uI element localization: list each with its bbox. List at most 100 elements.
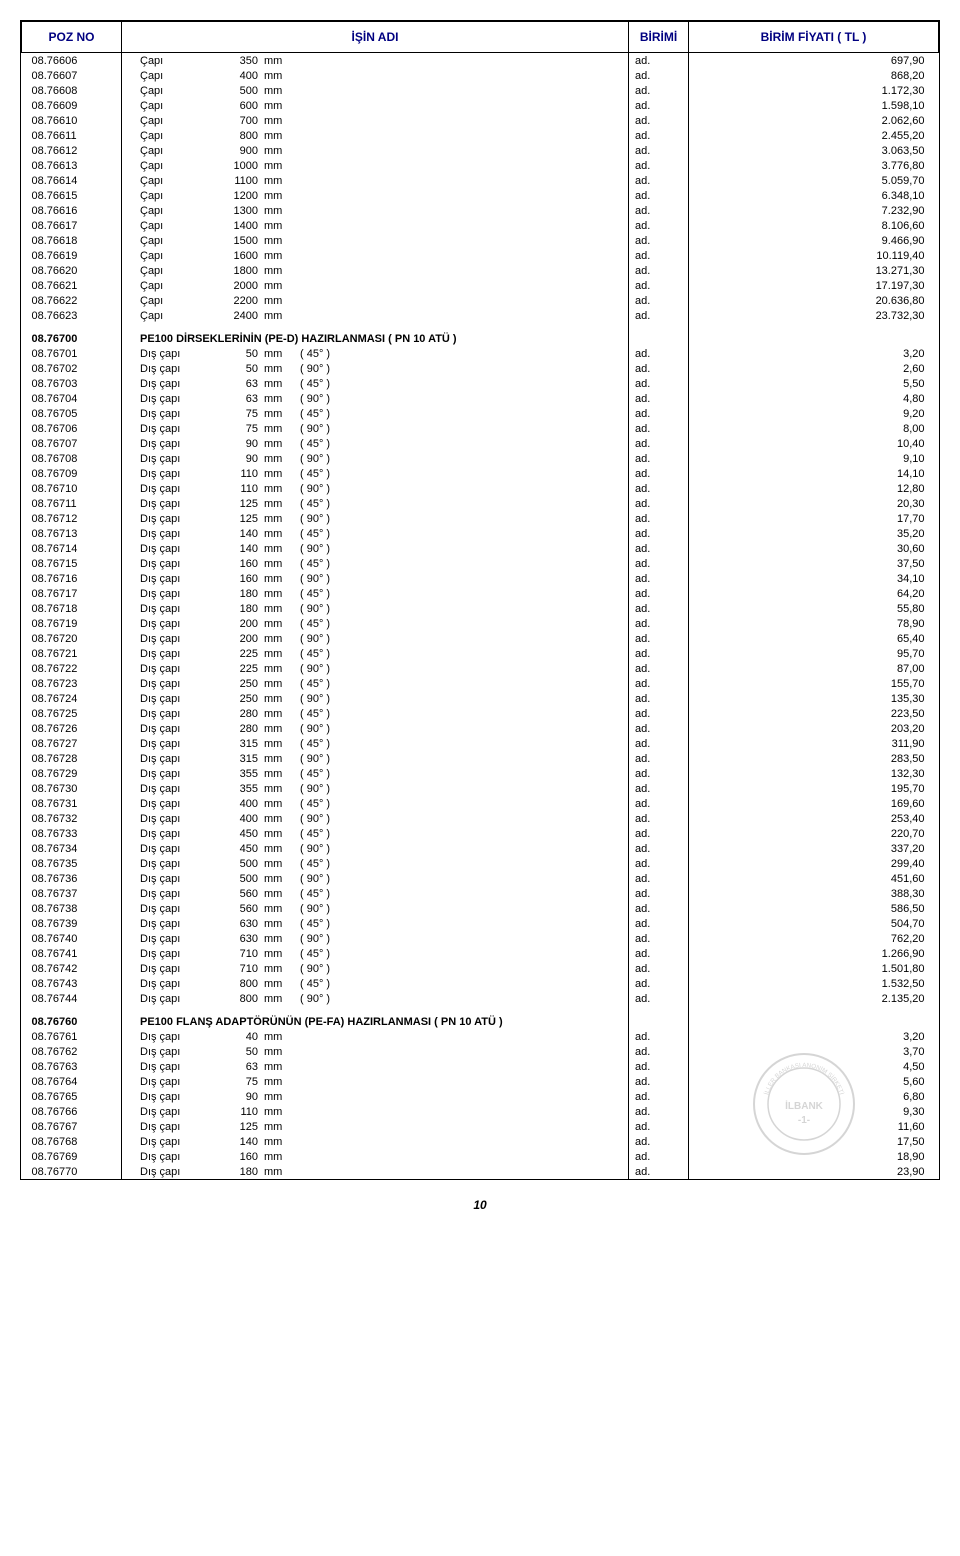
price-table: POZ NO İŞİN ADI BİRİMİ BİRİM FİYATI ( TL… — [21, 21, 939, 1179]
cell-isin: Dış çapı250mm( 90° ) — [122, 691, 629, 706]
table-row: 08.76711Dış çapı125mm( 45° )ad.20,30 — [22, 496, 939, 511]
cell-poz: 08.76703 — [22, 376, 122, 391]
cell-fiyat: 23,90 — [689, 1164, 939, 1179]
cell-birim: ad. — [629, 1119, 689, 1134]
cell-fiyat: 2.455,20 — [689, 128, 939, 143]
cell-fiyat: 135,30 — [689, 691, 939, 706]
table-row: 08.76718Dış çapı180mm( 90° )ad.55,80 — [22, 601, 939, 616]
cell-isin: Dış çapı225mm( 45° ) — [122, 646, 629, 661]
cell-birim: ad. — [629, 856, 689, 871]
section-header-title: PE100 FLANŞ ADAPTÖRÜNÜN (PE-FA) HAZIRLAN… — [122, 1014, 629, 1029]
cell-poz: 08.76765 — [22, 1089, 122, 1104]
cell-fiyat: 1.172,30 — [689, 83, 939, 98]
cell-isin: Dış çapı90mm( 90° ) — [122, 451, 629, 466]
cell-birim: ad. — [629, 203, 689, 218]
cell-birim: ad. — [629, 691, 689, 706]
cell-isin: Dış çapı125mm — [122, 1119, 629, 1134]
spacer-row — [22, 1006, 939, 1014]
table-row: 08.76742Dış çapı710mm( 90° )ad.1.501,80 — [22, 961, 939, 976]
cell-poz: 08.76723 — [22, 676, 122, 691]
cell-poz: 08.76615 — [22, 188, 122, 203]
table-row: 08.76736Dış çapı500mm( 90° )ad.451,60 — [22, 871, 939, 886]
cell-poz: 08.76720 — [22, 631, 122, 646]
cell-fiyat: 9,20 — [689, 406, 939, 421]
cell-isin: Dış çapı160mm — [122, 1149, 629, 1164]
cell-isin: Dış çapı400mm( 90° ) — [122, 811, 629, 826]
cell-isin: Dış çapı180mm( 90° ) — [122, 601, 629, 616]
cell-poz: 08.76711 — [22, 496, 122, 511]
table-row: 08.76612Çapı900mmad.3.063,50 — [22, 143, 939, 158]
cell-isin: Dış çapı315mm( 45° ) — [122, 736, 629, 751]
table-row: 08.76607Çapı400mmad.868,20 — [22, 68, 939, 83]
cell-fiyat: 8,00 — [689, 421, 939, 436]
table-row: 08.76606Çapı350mmad.697,90 — [22, 53, 939, 69]
table-row: 08.76707Dış çapı90mm( 45° )ad.10,40 — [22, 436, 939, 451]
cell-isin: Çapı900mm — [122, 143, 629, 158]
cell-poz: 08.76702 — [22, 361, 122, 376]
cell-isin: Çapı2000mm — [122, 278, 629, 293]
table-row: 08.76614Çapı1100mmad.5.059,70 — [22, 173, 939, 188]
header-row: POZ NO İŞİN ADI BİRİMİ BİRİM FİYATI ( TL… — [22, 22, 939, 53]
cell-isin: Dış çapı500mm( 90° ) — [122, 871, 629, 886]
cell-fiyat: 95,70 — [689, 646, 939, 661]
cell-poz: 08.76606 — [22, 53, 122, 69]
cell-poz: 08.76768 — [22, 1134, 122, 1149]
table-row: 08.76762Dış çapı50mmad.3,70 — [22, 1044, 939, 1059]
table-row: 08.76622Çapı2200mmad.20.636,80 — [22, 293, 939, 308]
cell-fiyat: 5,50 — [689, 376, 939, 391]
table-row: 08.76744Dış çapı800mm( 90° )ad.2.135,20 — [22, 991, 939, 1006]
cell-isin: Dış çapı800mm( 90° ) — [122, 991, 629, 1006]
cell-fiyat: 6.348,10 — [689, 188, 939, 203]
cell-poz: 08.76608 — [22, 83, 122, 98]
cell-fiyat: 155,70 — [689, 676, 939, 691]
table-row: 08.76739Dış çapı630mm( 45° )ad.504,70 — [22, 916, 939, 931]
table-row: 08.76701Dış çapı50mm( 45° )ad.3,20 — [22, 346, 939, 361]
cell-birim: ad. — [629, 293, 689, 308]
table-row: 08.76616Çapı1300mmad.7.232,90 — [22, 203, 939, 218]
cell-fiyat: 504,70 — [689, 916, 939, 931]
cell-fiyat: 78,90 — [689, 616, 939, 631]
cell-birim: ad. — [629, 631, 689, 646]
table-row: 08.76729Dış çapı355mm( 45° )ad.132,30 — [22, 766, 939, 781]
cell-poz: 08.76710 — [22, 481, 122, 496]
table-row: 08.76706Dış çapı75mm( 90° )ad.8,00 — [22, 421, 939, 436]
table-row: 08.76737Dış çapı560mm( 45° )ad.388,30 — [22, 886, 939, 901]
cell-fiyat: 14,10 — [689, 466, 939, 481]
cell-poz: 08.76733 — [22, 826, 122, 841]
cell-birim: ad. — [629, 646, 689, 661]
cell-fiyat: 762,20 — [689, 931, 939, 946]
table-row: 08.76724Dış çapı250mm( 90° )ad.135,30 — [22, 691, 939, 706]
cell-isin: Dış çapı63mm( 45° ) — [122, 376, 629, 391]
cell-poz: 08.76761 — [22, 1029, 122, 1044]
cell-fiyat: 223,50 — [689, 706, 939, 721]
table-row: 08.76728Dış çapı315mm( 90° )ad.283,50 — [22, 751, 939, 766]
table-row: 08.76732Dış çapı400mm( 90° )ad.253,40 — [22, 811, 939, 826]
cell-fiyat: 4,50 İLBANK -1- İLLER BANKASI ANONİM ŞİR… — [689, 1059, 939, 1074]
table-row: 08.76733Dış çapı450mm( 45° )ad.220,70 — [22, 826, 939, 841]
table-row: 08.76618Çapı1500mmad.9.466,90 — [22, 233, 939, 248]
cell-birim: ad. — [629, 661, 689, 676]
table-row: 08.76738Dış çapı560mm( 90° )ad.586,50 — [22, 901, 939, 916]
cell-isin: Dış çapı160mm( 90° ) — [122, 571, 629, 586]
cell-fiyat: 1.598,10 — [689, 98, 939, 113]
table-row: 08.76766Dış çapı110mmad.9,30 — [22, 1104, 939, 1119]
cell-isin: Çapı1300mm — [122, 203, 629, 218]
cell-isin: Dış çapı280mm( 90° ) — [122, 721, 629, 736]
section-header-poz: 08.76760 — [22, 1014, 122, 1029]
cell-isin: Çapı500mm — [122, 83, 629, 98]
cell-birim: ad. — [629, 391, 689, 406]
table-row: 08.76723Dış çapı250mm( 45° )ad.155,70 — [22, 676, 939, 691]
cell-birim: ad. — [629, 571, 689, 586]
cell-isin: Dış çapı63mm( 90° ) — [122, 391, 629, 406]
cell-isin: Dış çapı140mm( 90° ) — [122, 541, 629, 556]
table-row: 08.76764Dış çapı75mmad.5,60 — [22, 1074, 939, 1089]
cell-isin: Dış çapı50mm( 45° ) — [122, 346, 629, 361]
cell-poz: 08.76712 — [22, 511, 122, 526]
table-row: 08.76710Dış çapı110mm( 90° )ad.12,80 — [22, 481, 939, 496]
table-row: 08.76712Dış çapı125mm( 90° )ad.17,70 — [22, 511, 939, 526]
table-row: 08.76726Dış çapı280mm( 90° )ad.203,20 — [22, 721, 939, 736]
cell-birim: ad. — [629, 1044, 689, 1059]
cell-birim: ad. — [629, 826, 689, 841]
table-row: 08.76770Dış çapı180mmad.23,90 — [22, 1164, 939, 1179]
cell-fiyat: 3,70 — [689, 1044, 939, 1059]
